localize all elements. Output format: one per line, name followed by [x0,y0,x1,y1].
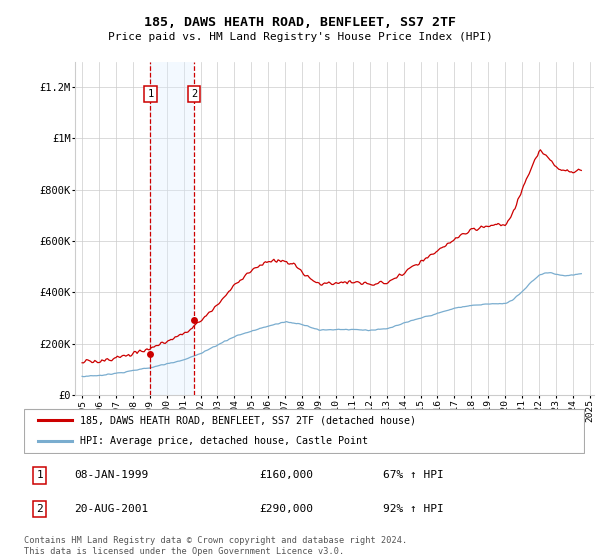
Text: Contains HM Land Registry data © Crown copyright and database right 2024.
This d: Contains HM Land Registry data © Crown c… [24,536,407,556]
Text: 20-AUG-2001: 20-AUG-2001 [74,504,149,514]
Text: Price paid vs. HM Land Registry's House Price Index (HPI): Price paid vs. HM Land Registry's House … [107,32,493,43]
Text: 1: 1 [37,470,43,480]
Text: 2: 2 [191,88,197,99]
Text: 2: 2 [37,504,43,514]
Text: 92% ↑ HPI: 92% ↑ HPI [383,504,444,514]
Text: 08-JAN-1999: 08-JAN-1999 [74,470,149,480]
Text: 185, DAWS HEATH ROAD, BENFLEET, SS7 2TF (detached house): 185, DAWS HEATH ROAD, BENFLEET, SS7 2TF … [80,415,416,425]
Bar [151,62,194,395]
Text: £160,000: £160,000 [260,470,314,480]
Text: 1: 1 [148,88,154,99]
Text: 185, DAWS HEATH ROAD, BENFLEET, SS7 2TF: 185, DAWS HEATH ROAD, BENFLEET, SS7 2TF [144,16,456,29]
Text: 67% ↑ HPI: 67% ↑ HPI [383,470,444,480]
FancyBboxPatch shape [24,409,584,453]
Text: £290,000: £290,000 [260,504,314,514]
Text: HPI: Average price, detached house, Castle Point: HPI: Average price, detached house, Cast… [80,436,368,446]
